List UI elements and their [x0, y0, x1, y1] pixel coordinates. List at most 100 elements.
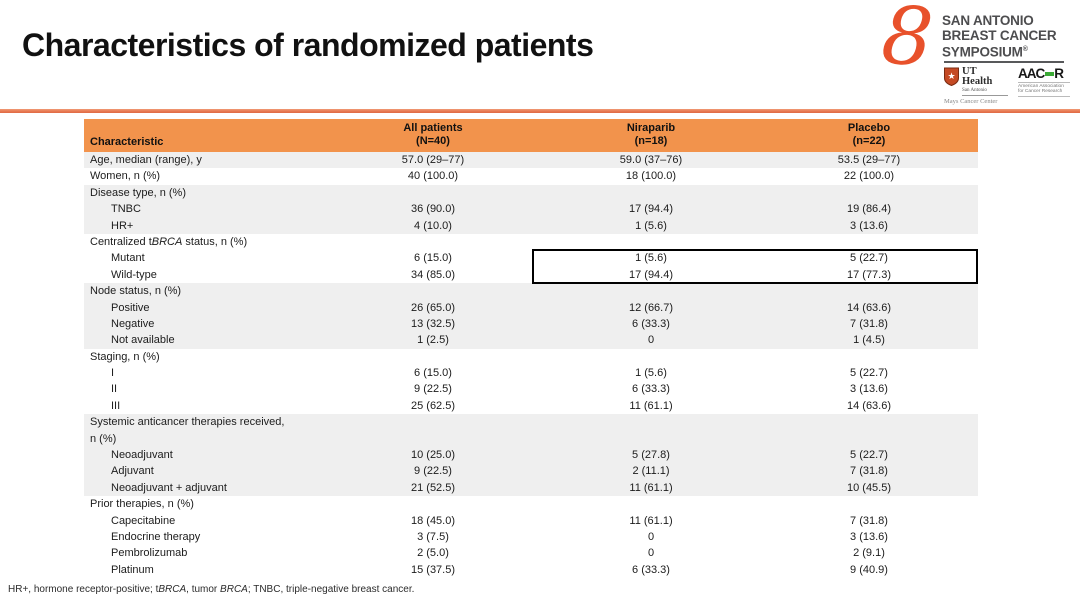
- table-row: Prior therapies, n (%): [84, 496, 978, 512]
- ut-health-city: San Antonio: [962, 88, 1008, 96]
- column-header: All patients (N=40): [403, 122, 463, 147]
- table-row: Women, n (%) 40 (100.0) 18 (100.0) 22 (100.…: [84, 168, 978, 184]
- cell-all-patients: [324, 283, 542, 299]
- row-label: Staging, n (%): [90, 350, 160, 363]
- row-label: I: [111, 367, 115, 380]
- cell-niraparib: 17 (94.4): [628, 268, 674, 281]
- table-row: Neoadjuvant + adjuvant 21 (52.5) 11 (61.1)…: [84, 479, 978, 497]
- cell-all-patients: 36 (90.0): [410, 203, 456, 216]
- table-header-row: Characteristic All patients (N=40) Nirapari…: [84, 119, 978, 152]
- cell-all-patients: [324, 496, 542, 512]
- cell-all-patients: 10 (25.0): [410, 449, 456, 462]
- aacr-tagline: American Association for Cancer Research: [1018, 82, 1070, 97]
- cell-placebo: [760, 283, 978, 299]
- cell-niraparib: 0: [647, 334, 655, 347]
- column-header-characteristic: Characteristic: [90, 136, 164, 148]
- row-label: II: [111, 383, 118, 396]
- cell-placebo: 9 (40.9): [850, 563, 888, 576]
- table-row: Positive 26 (65.0) 12 (66.7) 14 (63.6): [84, 299, 978, 316]
- cell-niraparib: 1 (5.6): [635, 252, 667, 265]
- row-label: Platinum: [111, 563, 154, 576]
- row-label: III: [111, 399, 121, 412]
- cell-niraparib: 18 (100.0): [625, 170, 677, 183]
- row-label: Pembrolizumab: [111, 547, 188, 560]
- table-row: Age, median (range), y 57.0 (29–77) 59.0 (…: [84, 152, 978, 169]
- table-row: Node status, n (%): [84, 283, 978, 300]
- cell-placebo: 10 (45.5): [846, 481, 892, 494]
- cell-placebo: 7 (31.8): [850, 465, 888, 478]
- cell-niraparib: 12 (66.7): [628, 301, 674, 314]
- table-row: Staging, n (%): [84, 349, 978, 365]
- row-label: Capecitabine: [111, 514, 176, 527]
- ut-health-logo: ★ UT Health San Antonio Mays Cancer Cent…: [944, 66, 1008, 105]
- ut-health-name: UT Health: [962, 66, 993, 87]
- cell-all-patients: [324, 185, 542, 201]
- cell-all-patients: 25 (62.5): [410, 399, 456, 412]
- cell-all-patients: 4 (10.0): [414, 219, 452, 232]
- cell-placebo: 19 (86.4): [846, 203, 892, 216]
- footnote: HR+, hormone receptor-positive; tBRCA, t…: [8, 584, 415, 595]
- cell-all-patients: 57.0 (29–77): [401, 154, 465, 166]
- cell-placebo: 2 (9.1): [853, 547, 885, 560]
- table-row: Endocrine therapy 3 (7.5) 0 3 (13.6): [84, 529, 978, 545]
- table-row: TNBC 36 (90.0) 17 (94.4) 19 (86.4): [84, 201, 978, 218]
- table-row: Capecitabine 18 (45.0) 11 (61.1) 7 (31.8): [84, 513, 978, 529]
- cell-placebo: 3 (13.6): [850, 383, 888, 396]
- cell-placebo: 1 (4.5): [853, 334, 885, 347]
- table-row: Adjuvant 9 (22.5) 2 (11.1) 7 (31.8): [84, 463, 978, 480]
- sabcs-line2: BREAST CANCER: [942, 27, 1057, 43]
- table-row: Disease type, n (%): [84, 184, 978, 202]
- ribbon-icon: 8: [878, 0, 937, 85]
- column-header: Niraparib (n=18): [626, 122, 676, 147]
- sabcs-line3: SYMPOSIUM®: [942, 44, 1028, 60]
- row-label: Prior therapies, n (%): [90, 498, 194, 511]
- row-label: Neoadjuvant: [111, 449, 173, 462]
- cell-all-patients: 6 (15.0): [414, 367, 452, 380]
- cell-all-patients: 9 (22.5): [414, 383, 452, 396]
- table-row: I 6 (15.0) 1 (5.6) 5 (22.7): [84, 365, 978, 381]
- row-label: HR+: [111, 219, 134, 232]
- cell-all-patients: 15 (37.5): [410, 563, 456, 576]
- mays-cancer-center-label: Mays Cancer Center: [944, 98, 998, 105]
- aacr-acronym: AAC R: [1018, 66, 1064, 81]
- table-row: Neoadjuvant 10 (25.0) 5 (27.8) 5 (22.7): [84, 447, 978, 464]
- table-row: Systemic anticancer therapies received, …: [84, 414, 978, 448]
- row-label: Adjuvant: [111, 465, 154, 478]
- cell-all-patients: 34 (85.0): [410, 268, 456, 281]
- table-row: Negative 13 (32.5) 6 (33.3) 7 (31.8): [84, 315, 978, 333]
- row-label: Neoadjuvant + adjuvant: [111, 481, 227, 494]
- cell-placebo: [760, 414, 978, 447]
- cell-all-patients: 3 (7.5): [417, 531, 449, 543]
- cell-niraparib: [542, 496, 760, 512]
- cell-niraparib: 1 (5.6): [635, 367, 667, 380]
- cell-all-patients: 21 (52.5): [410, 481, 456, 494]
- cell-placebo: 22 (100.0): [843, 170, 895, 183]
- cell-all-patients: 13 (32.5): [410, 317, 456, 330]
- cell-all-patients: 2 (5.0): [417, 547, 449, 560]
- cell-all-patients: 9 (22.5): [414, 465, 452, 478]
- row-label: Negative: [111, 317, 155, 330]
- cell-placebo: [760, 496, 978, 512]
- shield-icon: ★: [944, 67, 959, 86]
- cell-all-patients: 40 (100.0): [407, 170, 459, 183]
- cell-placebo: [760, 185, 978, 201]
- row-label: Positive: [111, 301, 150, 314]
- table-row: Not available 1 (2.5) 0 1 (4.5): [84, 332, 978, 349]
- cell-placebo: 5 (22.7): [850, 252, 888, 265]
- sabcs-org-name: SAN ANTONIO BREAST CANCER SYMPOSIUM®: [942, 13, 1057, 60]
- cell-niraparib: 11 (61.1): [629, 399, 673, 412]
- row-label: TNBC: [111, 203, 141, 216]
- cell-niraparib: 6 (33.3): [632, 317, 670, 330]
- cell-niraparib: 0: [647, 531, 655, 543]
- row-label: Not available: [111, 334, 175, 347]
- cell-niraparib: 6 (33.3): [632, 383, 670, 396]
- table-row: Pembrolizumab 2 (5.0) 0 2 (9.1): [84, 545, 978, 561]
- cell-all-patients: [324, 234, 542, 250]
- row-label: Age, median (range), y: [90, 154, 202, 166]
- cell-all-patients: 6 (15.0): [414, 252, 452, 265]
- registered-mark: ®: [1022, 46, 1028, 53]
- row-label: Node status, n (%): [90, 285, 182, 298]
- cell-placebo: 14 (63.6): [846, 399, 892, 412]
- cell-placebo: [760, 349, 978, 365]
- cell-niraparib: 59.0 (37–76): [619, 154, 683, 166]
